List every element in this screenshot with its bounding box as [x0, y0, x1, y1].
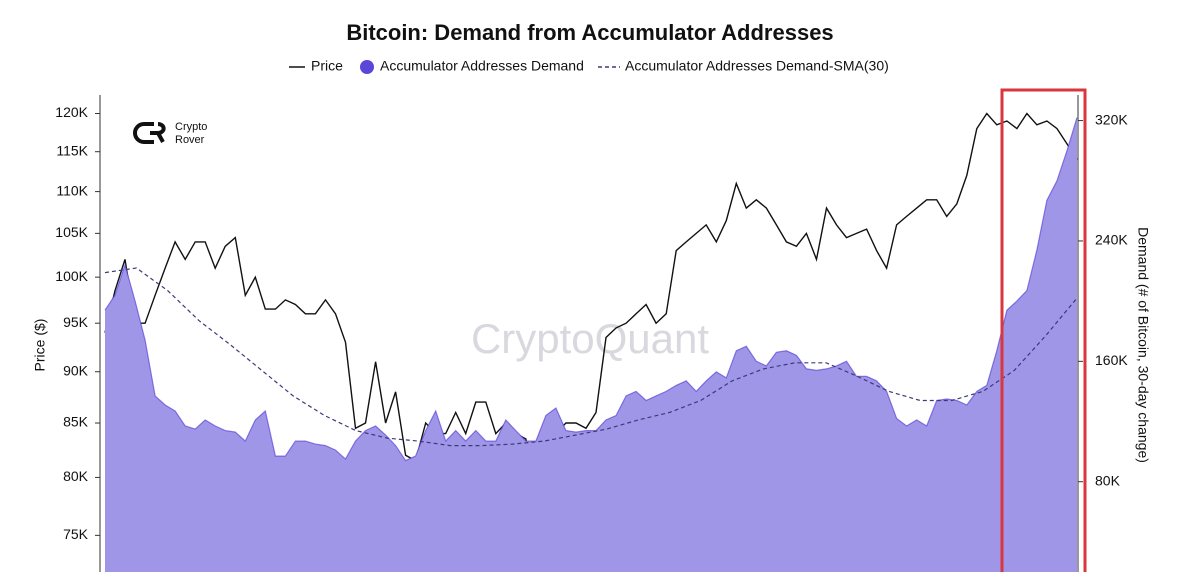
demand-edge	[104, 117, 1078, 462]
legend-swatch	[360, 60, 374, 74]
logo-text: Crypto	[175, 121, 207, 133]
legend-label: Accumulator Addresses Demand	[380, 58, 584, 74]
y-tick-label: 85K	[63, 414, 89, 430]
y-tick-label: 110K	[56, 182, 88, 198]
y2-axis-label: Demand (# of Bitcoin, 30-day change)	[1135, 227, 1151, 463]
y-tick-label: 115K	[56, 142, 88, 158]
y-axis-label: Price ($)	[32, 319, 48, 372]
legend-label: Accumulator Addresses Demand-SMA(30)	[625, 58, 889, 74]
y2-tick-label: 320K	[1095, 111, 1128, 127]
y-tick-label: 100K	[55, 268, 88, 284]
logo-text: Rover	[175, 134, 205, 146]
y-tick-label: 105K	[55, 224, 88, 240]
plot-area	[104, 112, 1078, 572]
y-tick-label: 80K	[63, 468, 89, 484]
y-tick-label: 95K	[63, 314, 89, 330]
legend-label: Price	[311, 58, 343, 74]
y-tick-label: 75K	[63, 526, 89, 542]
y2-tick-label: 160K	[1095, 352, 1128, 368]
logo: Crypto Rover	[133, 121, 207, 146]
y-tick-label: 120K	[55, 104, 88, 120]
demand-area	[105, 117, 1077, 572]
legend: Price Accumulator Addresses Demand Accum…	[289, 58, 889, 74]
logo-mark	[133, 122, 166, 144]
chart-title: Bitcoin: Demand from Accumulator Address…	[346, 20, 833, 45]
y2-tick-label: 80K	[1095, 472, 1121, 488]
y2-tick-label: 240K	[1095, 232, 1128, 248]
price-line	[104, 112, 1078, 514]
watermark: CryptoQuant	[471, 315, 709, 362]
y-tick-label: 90K	[63, 362, 89, 378]
